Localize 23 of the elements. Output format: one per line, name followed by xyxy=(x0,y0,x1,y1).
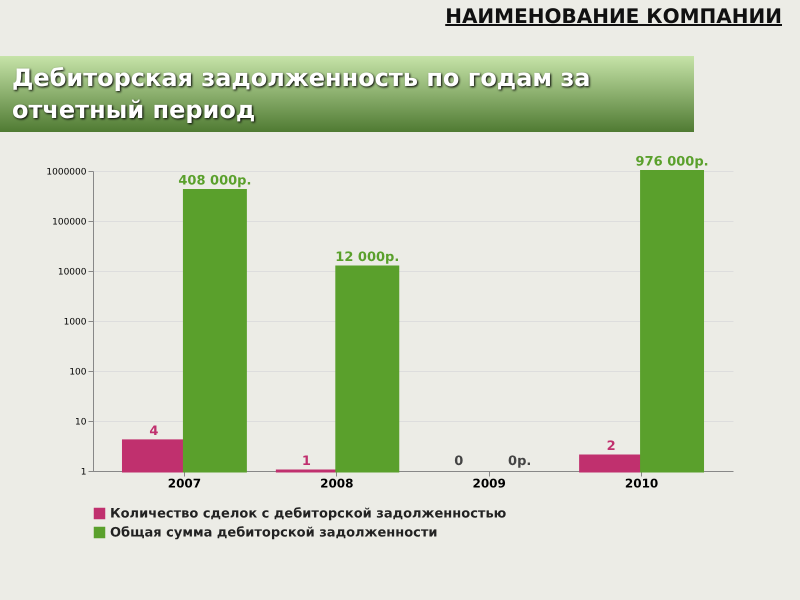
text: НАИМЕНОВАНИЕ КОМПАНИИ xyxy=(445,4,782,28)
data-label: 976 000р. xyxy=(636,154,709,170)
x-tick-label: 2008 xyxy=(320,476,354,490)
y-tick-label: 100 xyxy=(69,368,87,378)
x-tick-label: 2010 xyxy=(624,476,658,490)
data-label: 12 000р. xyxy=(335,250,400,266)
chart-title: Дебиторская задолженность по годам за отчетный период xyxy=(0,56,694,132)
data-label: 2 xyxy=(606,438,616,454)
x-tick-label: 2007 xyxy=(168,476,202,490)
y-tick-label: 10 xyxy=(75,418,87,428)
y-tick-label: 1000 xyxy=(64,318,87,328)
y-tick-label: 100000 xyxy=(52,218,87,228)
legend-label: Количество сделок с дебиторской задолженностью xyxy=(110,506,507,522)
data-label: 1 xyxy=(302,454,311,469)
annotation: 0р. xyxy=(508,454,532,469)
data-label: 408 000р. xyxy=(178,173,252,188)
data-label: 4 xyxy=(149,424,158,439)
y-tick-label: 1 xyxy=(80,468,86,478)
x-tick-label: 2009 xyxy=(472,476,506,490)
y-tick-label: 10000 xyxy=(58,268,87,278)
annotation: 0 xyxy=(454,454,464,469)
y-tick-label: 1000000 xyxy=(46,168,87,178)
legend-label: Общая сумма дебиторской задолженности xyxy=(110,526,438,540)
